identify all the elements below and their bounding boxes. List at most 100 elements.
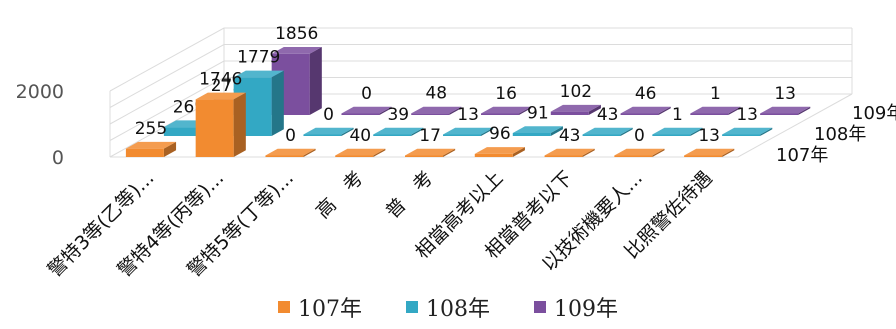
bar-top xyxy=(233,70,284,78)
data-label: 43 xyxy=(559,126,581,146)
series-axis-label: 108年 xyxy=(814,124,866,145)
bar xyxy=(620,106,671,115)
data-label: 46 xyxy=(635,84,657,104)
data-label: 13 xyxy=(736,105,758,125)
legend-label-108: 108年 xyxy=(426,297,490,322)
data-label: 1 xyxy=(710,84,721,104)
bar-front xyxy=(125,148,164,157)
bar-side xyxy=(798,106,811,115)
bar-side xyxy=(728,106,741,115)
bar-side xyxy=(341,127,354,136)
bar-top xyxy=(265,148,316,156)
data-label: 1746 xyxy=(199,70,242,90)
bar xyxy=(373,127,424,136)
bar-side xyxy=(519,106,532,115)
axis-tick-label: 2000 xyxy=(16,81,64,103)
bar-top xyxy=(195,92,246,100)
bar-side xyxy=(652,148,665,157)
axis-tick-label: 0 xyxy=(52,147,64,169)
bar-front xyxy=(760,113,799,115)
data-label: 102 xyxy=(560,82,592,102)
bar-top xyxy=(411,106,462,114)
bar-front xyxy=(690,113,729,115)
bar-side xyxy=(620,127,633,136)
bar-front xyxy=(512,132,551,136)
data-label: 1779 xyxy=(237,48,280,68)
bar-top xyxy=(690,106,741,114)
bar xyxy=(303,127,354,136)
data-label: 0 xyxy=(361,84,372,104)
category-label: 普 考 xyxy=(382,167,438,223)
bar-side xyxy=(582,148,595,157)
legend-label-109: 109年 xyxy=(554,297,618,322)
bar-front xyxy=(722,134,761,136)
bar-top xyxy=(341,106,392,114)
bar-top xyxy=(550,104,601,112)
bar-top xyxy=(335,148,386,156)
data-label: 43 xyxy=(597,105,619,125)
bar-top xyxy=(614,148,665,156)
gridlines xyxy=(109,27,853,158)
bar-side xyxy=(163,141,177,157)
category-axis: 警特3等(乙等)...警特4等(丙等)...警特5等(丁等)... 高 考普 考相… xyxy=(44,167,717,282)
bar-front xyxy=(582,134,621,136)
legend-swatch-109 xyxy=(534,301,546,313)
data-label: 48 xyxy=(425,84,447,104)
bar-front xyxy=(195,99,234,157)
data-label: 0 xyxy=(285,126,296,146)
bar-front xyxy=(303,134,342,136)
legend-item-108: 108年 xyxy=(406,291,490,323)
bar-front xyxy=(614,155,653,157)
bar xyxy=(265,148,316,157)
data-label: 13 xyxy=(774,84,796,104)
bar xyxy=(690,106,741,115)
series-axis-label: 109年 xyxy=(852,103,896,124)
bar-side xyxy=(303,148,316,157)
bar-side xyxy=(550,126,563,136)
bar-front xyxy=(411,113,450,115)
data-label: 13 xyxy=(698,126,720,146)
data-label: 1 xyxy=(672,105,683,125)
bar-top xyxy=(125,141,177,149)
bar-top xyxy=(652,127,703,135)
bar xyxy=(443,127,494,136)
bar xyxy=(405,148,456,157)
bar-side xyxy=(658,106,671,115)
bar-top xyxy=(474,147,525,154)
bar xyxy=(722,127,773,136)
bar-top xyxy=(620,106,671,114)
data-label: 17 xyxy=(419,126,441,146)
data-label: 16 xyxy=(495,84,517,104)
bar-side xyxy=(481,127,494,136)
legend-item-109: 109年 xyxy=(534,291,618,323)
bar-side xyxy=(373,148,386,157)
bar xyxy=(125,141,177,157)
bar-top xyxy=(582,127,633,135)
bar-top xyxy=(405,148,456,156)
data-label: 0 xyxy=(634,126,645,146)
bar-side xyxy=(443,148,456,157)
bar-side xyxy=(309,47,322,116)
bar-front xyxy=(652,134,691,136)
bar xyxy=(411,106,462,115)
bar-top xyxy=(684,148,735,156)
bar-top xyxy=(271,47,322,54)
legend: 107年 108年 109年 xyxy=(0,291,896,323)
bar-side xyxy=(233,92,246,157)
bar xyxy=(544,148,595,157)
data-label: 13 xyxy=(457,105,479,125)
series-axis-label: 107年 xyxy=(776,145,828,166)
bar xyxy=(512,126,563,136)
bar xyxy=(550,104,601,115)
bar-front xyxy=(684,155,723,157)
data-label: 96 xyxy=(489,124,511,144)
bar-front xyxy=(265,155,304,157)
bar xyxy=(582,127,633,136)
bar-top xyxy=(760,106,811,114)
bar-side xyxy=(722,148,735,157)
data-label: 255 xyxy=(135,119,167,139)
bar xyxy=(195,92,246,157)
